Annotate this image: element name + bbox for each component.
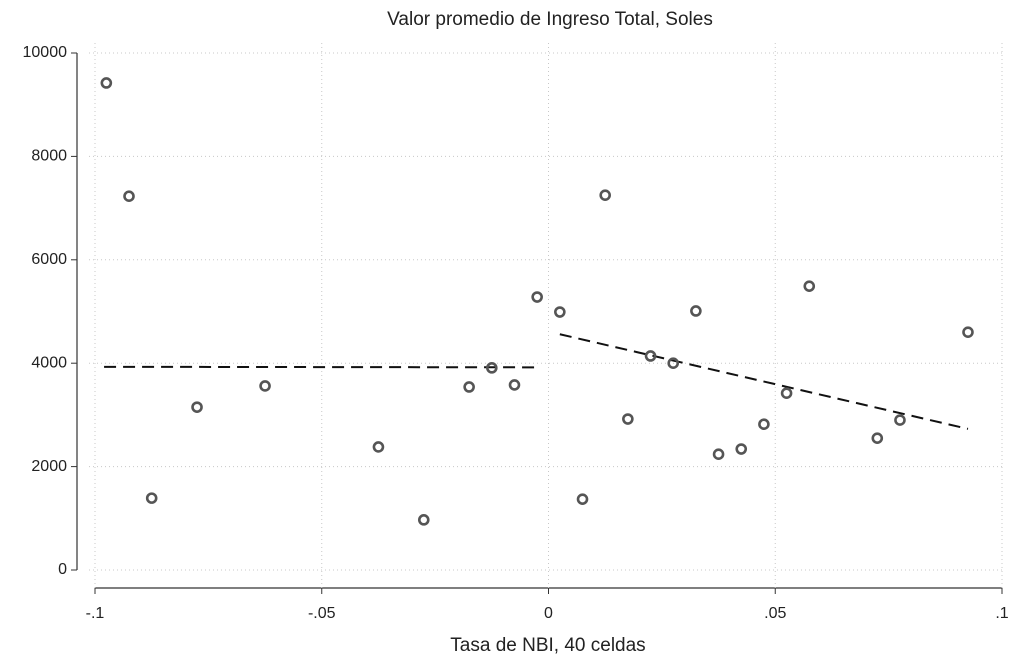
- point: [145, 492, 158, 504]
- y-tick-label: 0: [58, 561, 67, 578]
- point: [871, 432, 884, 444]
- point: [576, 493, 589, 505]
- point: [962, 326, 974, 338]
- point: [417, 514, 430, 526]
- point: [508, 379, 521, 391]
- point: [712, 448, 725, 460]
- point: [622, 413, 634, 425]
- y-tick-label: 2000: [31, 458, 67, 475]
- y-tick-label: 4000: [31, 354, 67, 371]
- point: [554, 306, 566, 318]
- point: [191, 401, 203, 413]
- y-tick-label: 10000: [23, 44, 68, 61]
- fit-line: [559, 333, 969, 430]
- point: [894, 414, 906, 426]
- x-tick-label: -.05: [308, 605, 336, 622]
- point: [644, 350, 657, 362]
- point: [531, 291, 543, 303]
- x-tick-label: .1: [995, 605, 1008, 622]
- point: [690, 305, 702, 317]
- x-tick-label: -.1: [86, 605, 105, 622]
- point: [100, 77, 113, 89]
- point: [259, 380, 271, 392]
- point: [372, 441, 385, 453]
- point: [758, 418, 770, 431]
- point: [463, 381, 475, 393]
- chart-title: Valor promedio de Ingreso Total, Soles: [387, 9, 713, 30]
- point: [486, 362, 498, 374]
- point: [123, 190, 135, 203]
- fit-line: [104, 365, 538, 369]
- x-tick-label: 0: [544, 605, 553, 622]
- point: [599, 189, 611, 201]
- point: [780, 387, 793, 399]
- point: [803, 280, 816, 292]
- x-tick-label: .05: [764, 605, 786, 622]
- y-tick-label: 8000: [31, 148, 67, 165]
- point: [667, 357, 680, 370]
- x-axis-title: Tasa de NBI, 40 celdas: [450, 635, 645, 656]
- point: [735, 443, 748, 455]
- y-tick-label: 6000: [31, 251, 67, 268]
